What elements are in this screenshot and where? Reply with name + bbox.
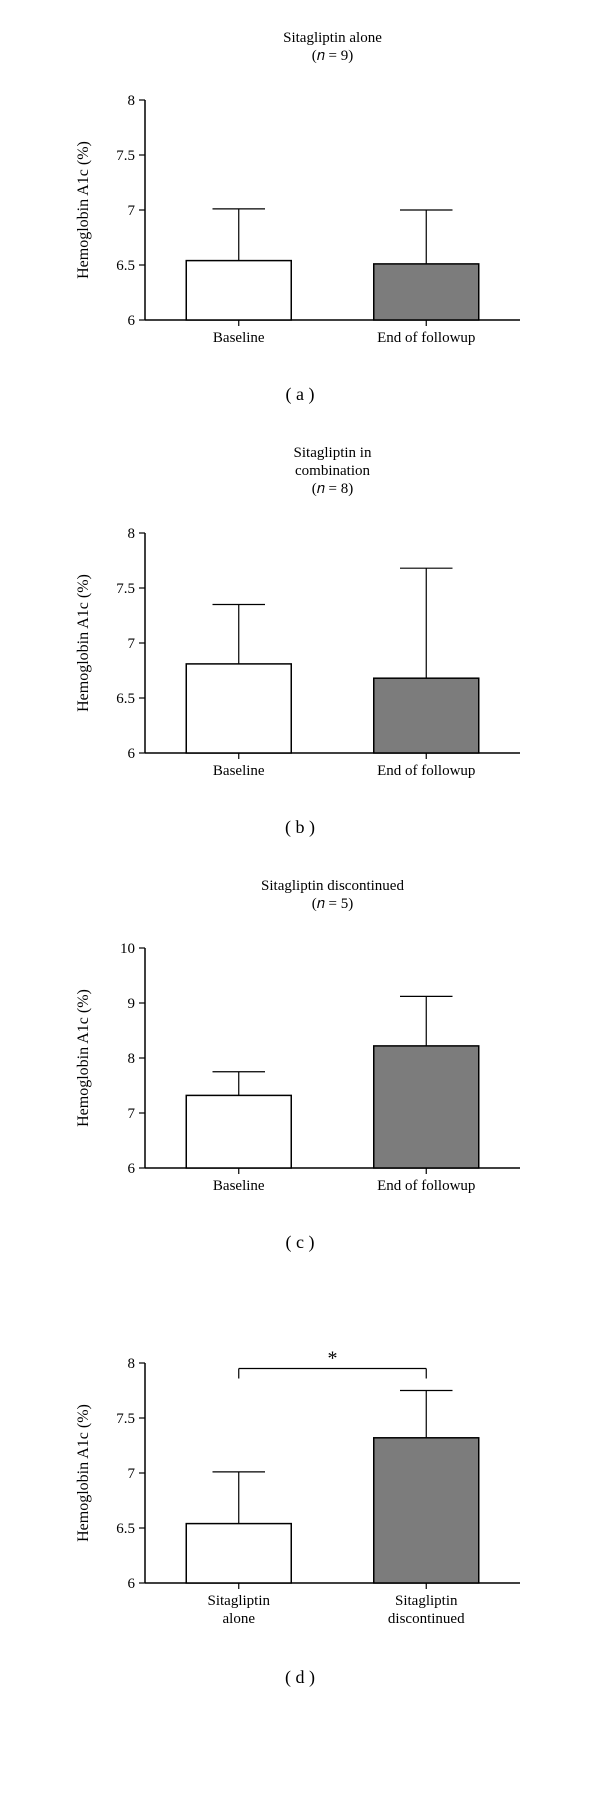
xtick-label: alone <box>223 1611 256 1627</box>
ytick-label: 8 <box>128 93 136 109</box>
ytick-label: 6.5 <box>116 258 135 274</box>
ytick-label: 8 <box>128 1356 136 1372</box>
ytick-label: 6 <box>128 746 136 762</box>
ytick-label: 10 <box>120 941 135 957</box>
bar <box>186 1095 291 1168</box>
bar <box>374 1046 479 1168</box>
panel-label: ( a ) <box>50 384 550 405</box>
ylabel: Hemoglobin A1c (%) <box>75 1404 92 1542</box>
bar <box>186 1524 291 1583</box>
chart-c: Sitagliptin discontinued (𝑛 = 5) 6 7 8 9 10 Hem… <box>50 868 550 1228</box>
ytick-label: 8 <box>128 526 136 542</box>
panel-c: Sitagliptin discontinued (𝑛 = 5) 6 7 8 9 10 Hem… <box>50 868 550 1253</box>
xtick-label: Sitagliptin <box>395 1593 458 1609</box>
chart-root: Sitagliptin alone (𝑛 = 9) 6 6.5 7 7.5 8 Hemoglo… <box>50 20 550 1718</box>
ytick-label: 7.5 <box>116 581 135 597</box>
bar <box>374 264 479 320</box>
panel-title-line: (𝑛 = 5) <box>312 896 354 912</box>
ytick-label: 6.5 <box>116 691 135 707</box>
ytick-label: 6 <box>128 1161 136 1177</box>
xtick-label: Baseline <box>213 330 265 346</box>
ylabel: Hemoglobin A1c (%) <box>75 574 92 712</box>
ytick-label: 9 <box>128 996 136 1012</box>
ytick-label: 7 <box>128 1466 136 1482</box>
bar <box>374 678 479 753</box>
xtick-label: Baseline <box>213 763 265 779</box>
panel-d: 6 6.5 7 7.5 8 Hemoglobin A1c (%) Sitagliptin al… <box>50 1283 550 1688</box>
ytick-label: 6.5 <box>116 1521 135 1537</box>
panel-title-line: Sitagliptin alone <box>283 30 382 46</box>
chart-b: Sitagliptin in combination (𝑛 = 8) 6 6.5 7 7.5… <box>50 435 550 813</box>
ylabel: Hemoglobin A1c (%) <box>75 989 92 1127</box>
bar <box>186 261 291 320</box>
panel-title-line: (𝑛 = 8) <box>312 481 354 497</box>
bar <box>186 664 291 753</box>
chart-d: 6 6.5 7 7.5 8 Hemoglobin A1c (%) Sitagliptin al… <box>50 1283 550 1663</box>
ytick-label: 7 <box>128 636 136 652</box>
xtick-label: End of followup <box>377 330 475 346</box>
ytick-label: 8 <box>128 1051 136 1067</box>
ylabel: Hemoglobin A1c (%) <box>75 141 92 279</box>
ytick-label: 7.5 <box>116 148 135 164</box>
panel-title-line: Sitagliptin discontinued <box>261 878 404 894</box>
xtick-label: End of followup <box>377 763 475 779</box>
xtick-label: End of followup <box>377 1178 475 1194</box>
ytick-label: 7.5 <box>116 1411 135 1427</box>
xtick-label: Baseline <box>213 1178 265 1194</box>
panel-title-line: (𝑛 = 9) <box>312 48 354 64</box>
panel-title-line: Sitagliptin in <box>294 445 372 461</box>
ytick-label: 6 <box>128 1576 136 1592</box>
panel-title-line: combination <box>295 463 370 479</box>
significance-marker: * <box>328 1348 338 1370</box>
chart-a: Sitagliptin alone (𝑛 = 9) 6 6.5 7 7.5 8 Hemoglo… <box>50 20 550 380</box>
xtick-label: Sitagliptin <box>207 1593 270 1609</box>
ytick-label: 7 <box>128 1106 136 1122</box>
panel-label: ( c ) <box>50 1232 550 1253</box>
xtick-label: discontinued <box>388 1611 465 1627</box>
panel-label: ( b ) <box>50 817 550 838</box>
panel-b: Sitagliptin in combination (𝑛 = 8) 6 6.5 7 7.5… <box>50 435 550 838</box>
ytick-label: 6 <box>128 313 136 329</box>
bar <box>374 1438 479 1583</box>
panel-a: Sitagliptin alone (𝑛 = 9) 6 6.5 7 7.5 8 Hemoglo… <box>50 20 550 405</box>
ytick-label: 7 <box>128 203 136 219</box>
panel-label: ( d ) <box>50 1667 550 1688</box>
